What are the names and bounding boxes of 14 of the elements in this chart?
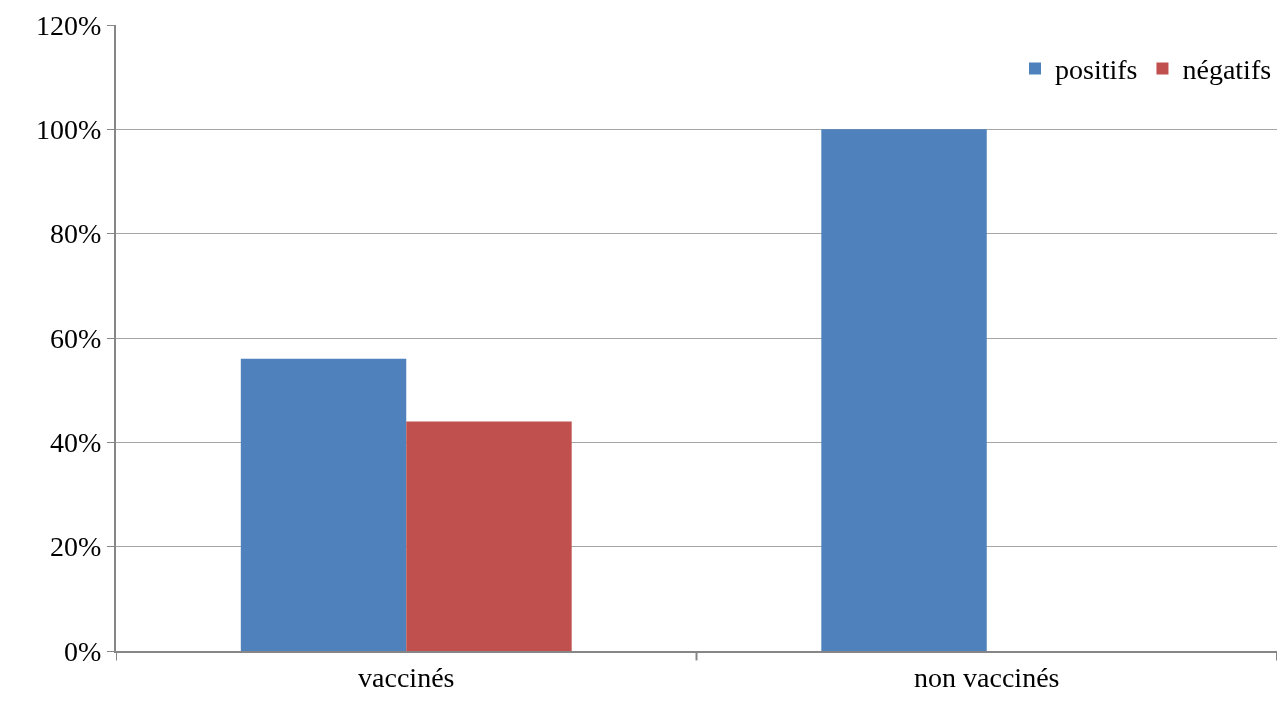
y-tick-label: 100% <box>36 114 102 146</box>
legend-label: négatifs <box>1182 54 1272 86</box>
y-tick-label: 40% <box>50 427 102 459</box>
x-tick-label: non vaccinés <box>914 661 1060 693</box>
y-tick-label: 120% <box>36 9 102 41</box>
bar <box>821 129 987 651</box>
bar <box>240 358 407 651</box>
legend-label: positifs <box>1055 54 1138 86</box>
y-tick-label: 80% <box>50 218 102 250</box>
x-tick-label: vaccinés <box>358 661 455 693</box>
y-tick-label: 60% <box>50 322 102 354</box>
bar <box>406 421 572 651</box>
y-tick-label: 0% <box>64 635 102 667</box>
y-tick-label: 20% <box>50 531 102 563</box>
